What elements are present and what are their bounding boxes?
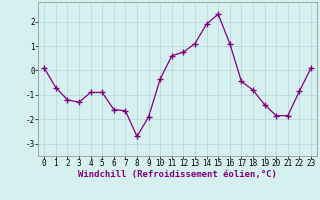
X-axis label: Windchill (Refroidissement éolien,°C): Windchill (Refroidissement éolien,°C) bbox=[78, 170, 277, 179]
